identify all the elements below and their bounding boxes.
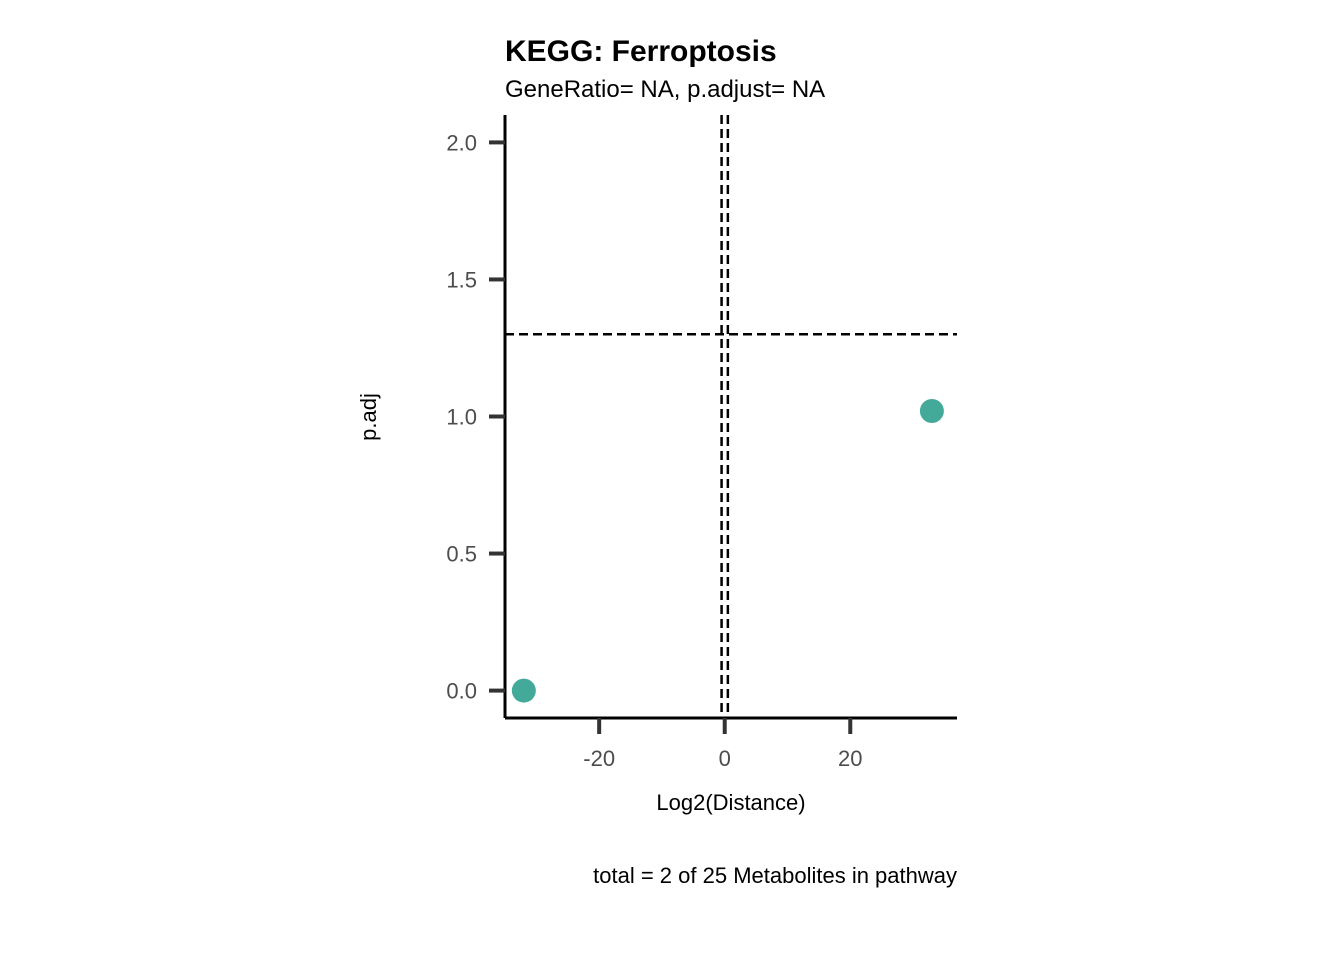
y-axis-title: p.adj [356, 393, 381, 441]
chart-caption: total = 2 of 25 Metabolites in pathway [593, 863, 957, 888]
y-tick-label-0: 0.0 [446, 679, 477, 704]
data-points [511, 399, 944, 703]
chart-title: KEGG: Ferroptosis [505, 35, 777, 68]
x-tick-label-2: 20 [838, 746, 862, 771]
reference-lines [505, 115, 957, 718]
data-point-1 [919, 399, 944, 424]
axes [503, 115, 957, 720]
y-axis-ticks: 0.0 0.5 1.0 1.5 2.0 [446, 130, 505, 704]
chart-subtitle: GeneRatio= NA, p.adjust= NA [505, 76, 825, 103]
y-tick-label-4: 2.0 [446, 130, 477, 155]
x-axis-title: Log2(Distance) [656, 790, 805, 815]
y-tick-label-3: 1.5 [446, 267, 477, 292]
x-tick-label-1: 0 [719, 746, 731, 771]
data-point-0 [511, 678, 536, 703]
y-tick-label-2: 1.0 [446, 405, 477, 430]
x-tick-label-0: -20 [583, 746, 615, 771]
x-axis-ticks: -20 0 20 [583, 718, 863, 771]
y-tick-label-1: 0.5 [446, 542, 477, 567]
